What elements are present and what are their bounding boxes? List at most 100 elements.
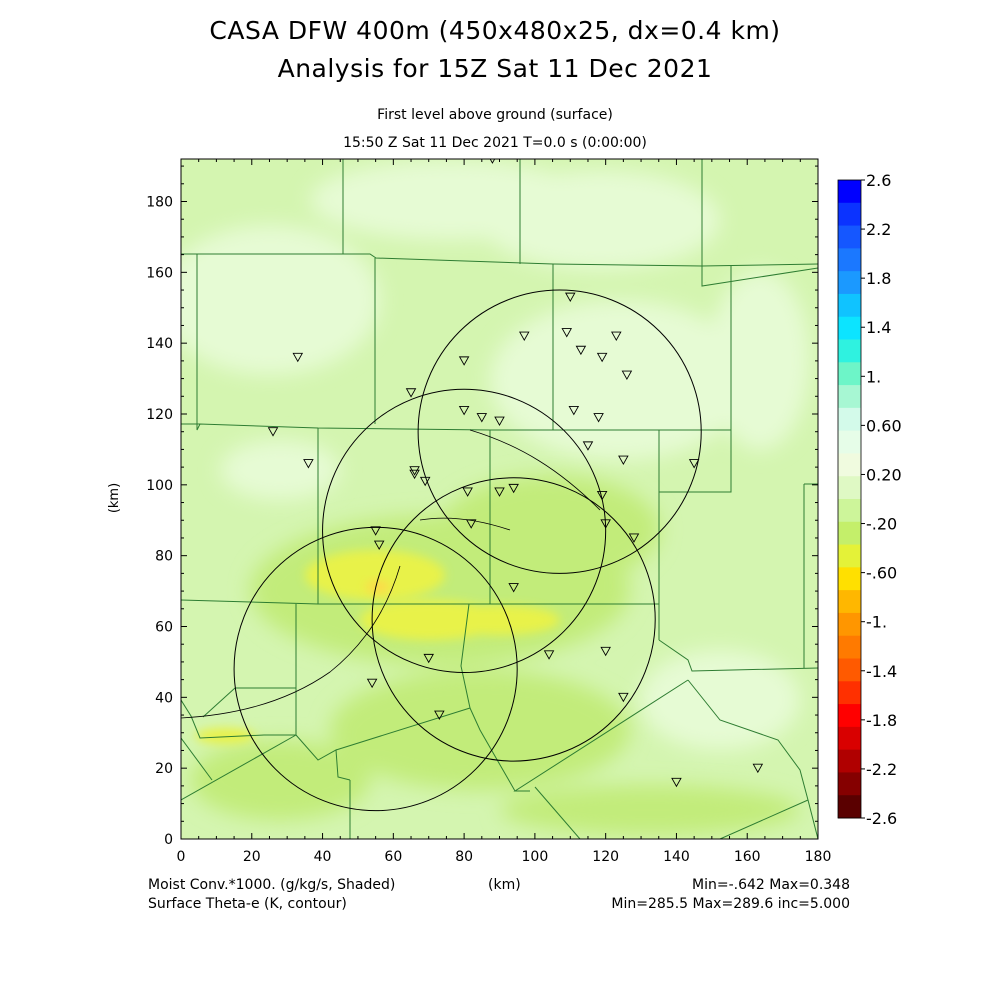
time-label: 15:50 Z Sat 11 Dec 2021 T=0.0 s (0:00:00… <box>343 135 647 151</box>
colorbar-swatch <box>838 225 861 249</box>
negative-area <box>190 740 370 820</box>
theta-e-contour <box>469 429 601 511</box>
colorbar-label: -.60 <box>866 564 897 583</box>
strong-negative-area <box>305 550 445 600</box>
x-tick-label: 40 <box>314 849 332 865</box>
station-marker <box>508 583 519 593</box>
station-marker <box>543 650 555 660</box>
x-tick-label: 180 <box>805 849 832 865</box>
station-marker <box>519 331 530 342</box>
colorbar-swatch <box>838 202 861 227</box>
station-marker <box>303 459 314 469</box>
station-marker <box>370 526 381 536</box>
x-tick-label: 80 <box>455 849 473 865</box>
colorbar-swatch <box>838 407 861 432</box>
y-tick-label: 100 <box>146 478 173 494</box>
station-marker <box>618 692 629 703</box>
x-tick-label: 140 <box>663 849 690 865</box>
station-marker <box>465 519 477 529</box>
station-marker <box>596 491 608 501</box>
colorbar-swatch <box>838 476 861 500</box>
chart-subtitle: Analysis for 15Z Sat 11 Dec 2021 <box>277 54 713 83</box>
x-tick-label: 160 <box>734 849 761 865</box>
colorbar-swatch <box>838 248 861 272</box>
colorbar-swatch <box>838 316 861 340</box>
positive-area <box>480 170 720 270</box>
y-tick-label: 20 <box>155 761 173 777</box>
station-marker <box>688 459 700 469</box>
y-tick-label: 140 <box>146 336 173 352</box>
county-line <box>534 786 581 839</box>
x-tick-label: 100 <box>522 849 549 865</box>
colorbar-label: -.20 <box>866 515 897 534</box>
radar-range-ring <box>371 477 656 762</box>
strong-negative-area <box>195 728 255 744</box>
colorbar-label: -1.4 <box>866 662 897 681</box>
station-marker <box>561 328 573 338</box>
colorbar-label: 1.4 <box>866 318 891 337</box>
y-tick-label: 0 <box>164 832 173 848</box>
negative-area <box>440 475 660 585</box>
station-marker <box>671 777 682 788</box>
county-line <box>181 604 297 739</box>
station-marker <box>409 469 420 480</box>
station-marker <box>366 678 378 689</box>
station-marker <box>596 352 608 363</box>
county-line <box>181 599 659 605</box>
radar-range-ring <box>233 526 518 812</box>
theta-e-contour <box>419 517 511 531</box>
level-label: First level above ground (surface) <box>377 107 613 123</box>
colorbar-label: -1. <box>866 613 887 632</box>
station-marker <box>568 406 580 416</box>
colorbar-label: 1.8 <box>866 269 891 288</box>
colorbar-frame <box>837 179 862 819</box>
county-line <box>687 679 818 839</box>
field1-stats: Min=-.642 Max=0.348 <box>692 877 850 893</box>
county-line <box>460 603 471 709</box>
positive-area <box>181 225 380 375</box>
station-marker <box>621 370 633 380</box>
positive-area <box>490 300 750 460</box>
radar-range-ring <box>417 289 702 574</box>
positive-convergence-areas <box>181 160 810 750</box>
y-axis-label: (km) <box>107 483 122 513</box>
station-marker <box>423 653 434 664</box>
colorbar-label: 1. <box>866 367 881 386</box>
county-line <box>513 679 689 792</box>
positive-area <box>220 440 340 500</box>
colorbar-label: 0.20 <box>866 465 902 484</box>
negative-area <box>500 785 800 835</box>
colorbar: 2.6 2.2 1.8 1.4 1. 0.60 0.20 -.20 -.60 -1. -1.4 -1.… <box>837 171 902 828</box>
colorbar-swatch <box>838 795 861 819</box>
station-marker <box>458 406 470 416</box>
county-line <box>719 799 809 839</box>
colorbar-swatch <box>838 271 861 295</box>
station-marker <box>575 345 587 356</box>
y-tick-label: 120 <box>146 407 173 423</box>
x-axis-label: (km) <box>488 877 521 893</box>
strong-negative-area <box>440 605 560 635</box>
station-markers <box>267 159 764 788</box>
colorbar-swatch <box>838 544 861 568</box>
colorbar-label: -1.8 <box>866 711 897 730</box>
x-tick-label: 60 <box>384 849 402 865</box>
colorbar-swatch <box>838 499 861 523</box>
chart-title: CASA DFW 400m (450x480x25, dx=0.4 km) <box>209 16 781 45</box>
y-tick-label: 180 <box>146 195 173 211</box>
station-marker <box>458 356 470 366</box>
station-marker <box>292 352 304 363</box>
station-marker <box>434 710 445 720</box>
colorbar-swatch <box>838 385 861 409</box>
station-marker <box>405 388 417 398</box>
county-boundaries <box>181 159 818 839</box>
colorbar-label: -2.2 <box>866 760 897 779</box>
field2-label: Surface Theta-e (K, contour) <box>148 896 347 912</box>
station-marker <box>373 540 385 550</box>
station-marker <box>593 413 604 423</box>
colorbar-swatch <box>838 293 861 318</box>
colorbar-swatch <box>838 704 861 728</box>
county-line <box>181 734 297 801</box>
station-marker <box>618 455 629 465</box>
colorbar-swatch <box>838 339 861 363</box>
